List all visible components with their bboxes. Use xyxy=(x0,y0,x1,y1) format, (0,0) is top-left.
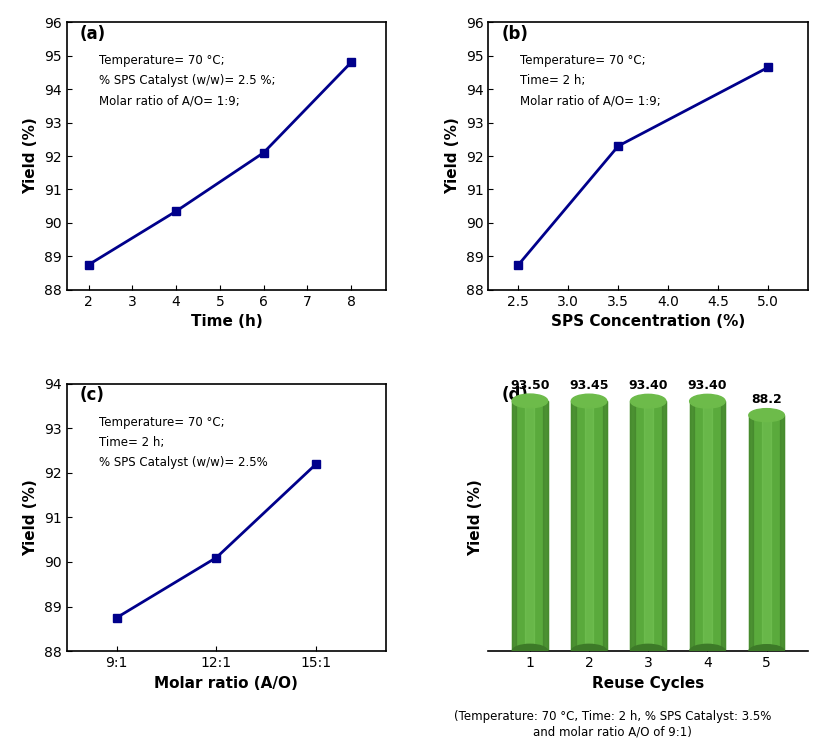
Polygon shape xyxy=(749,415,785,651)
Polygon shape xyxy=(749,415,753,651)
Polygon shape xyxy=(690,401,726,651)
Polygon shape xyxy=(780,415,785,651)
Ellipse shape xyxy=(631,394,666,408)
Polygon shape xyxy=(661,401,666,651)
Text: (Temperature: 70 °C, Time: 2 h, % SPS Catalyst: 3.5%
and molar ratio A/O of 9:1): (Temperature: 70 °C, Time: 2 h, % SPS Ca… xyxy=(453,710,771,739)
Text: Temperature= 70 °C;
Time= 2 h;
% SPS Catalyst (w/w)= 2.5%: Temperature= 70 °C; Time= 2 h; % SPS Cat… xyxy=(98,416,267,468)
X-axis label: SPS Concentration (%): SPS Concentration (%) xyxy=(551,314,746,329)
Polygon shape xyxy=(512,401,547,651)
Y-axis label: Yield (%): Yield (%) xyxy=(23,118,38,195)
Polygon shape xyxy=(644,401,653,651)
Text: Temperature= 70 °C;
Time= 2 h;
Molar ratio of A/O= 1:9;: Temperature= 70 °C; Time= 2 h; Molar rat… xyxy=(521,54,661,107)
Polygon shape xyxy=(571,401,576,651)
Text: 93.40: 93.40 xyxy=(688,379,727,392)
Y-axis label: Yield (%): Yield (%) xyxy=(23,479,38,556)
Text: Temperature= 70 °C;
% SPS Catalyst (w/w)= 2.5 %;
Molar ratio of A/O= 1:9;: Temperature= 70 °C; % SPS Catalyst (w/w)… xyxy=(98,54,275,107)
Polygon shape xyxy=(585,401,593,651)
Polygon shape xyxy=(631,401,666,651)
Ellipse shape xyxy=(571,394,606,408)
Ellipse shape xyxy=(571,645,606,658)
Ellipse shape xyxy=(749,408,785,422)
Ellipse shape xyxy=(690,645,726,658)
Polygon shape xyxy=(762,415,771,651)
X-axis label: Time (h): Time (h) xyxy=(191,314,262,329)
Polygon shape xyxy=(690,401,694,651)
Text: 93.40: 93.40 xyxy=(628,379,668,392)
Ellipse shape xyxy=(631,645,666,658)
Text: 93.45: 93.45 xyxy=(569,379,609,392)
Y-axis label: Yield (%): Yield (%) xyxy=(468,479,483,556)
Text: (a): (a) xyxy=(79,25,106,43)
Ellipse shape xyxy=(512,394,547,408)
Ellipse shape xyxy=(690,394,726,408)
Text: 88.2: 88.2 xyxy=(751,394,782,406)
Text: (c): (c) xyxy=(79,386,104,404)
Text: 93.50: 93.50 xyxy=(510,379,550,392)
Text: (b): (b) xyxy=(501,25,528,43)
Polygon shape xyxy=(543,401,547,651)
Text: (d): (d) xyxy=(501,386,528,404)
Polygon shape xyxy=(631,401,635,651)
X-axis label: Reuse Cycles: Reuse Cycles xyxy=(592,676,705,690)
Polygon shape xyxy=(602,401,606,651)
Ellipse shape xyxy=(749,645,785,658)
Y-axis label: Yield (%): Yield (%) xyxy=(446,118,461,195)
Polygon shape xyxy=(526,401,534,651)
Polygon shape xyxy=(571,401,606,651)
Ellipse shape xyxy=(512,645,547,658)
Polygon shape xyxy=(721,401,726,651)
Polygon shape xyxy=(703,401,712,651)
Polygon shape xyxy=(512,401,516,651)
X-axis label: Molar ratio (A/O): Molar ratio (A/O) xyxy=(154,676,298,690)
